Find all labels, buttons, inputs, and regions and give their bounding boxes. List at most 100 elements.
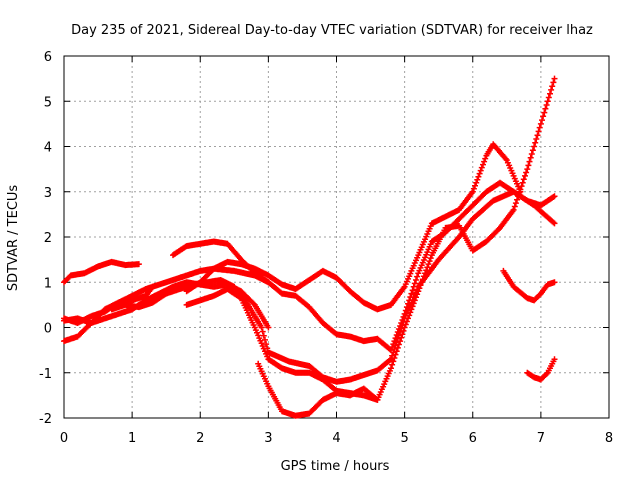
marker-trail — [512, 200, 519, 207]
data-point — [388, 347, 394, 354]
chart-title: Day 235 of 2021, Sidereal Day-to-day VTE… — [71, 23, 593, 38]
x-tick-label: 6 — [469, 431, 477, 446]
data-point — [401, 324, 408, 331]
series-10 — [500, 267, 558, 304]
x-tick-label: 4 — [332, 431, 340, 446]
marker-trail — [398, 320, 405, 326]
marker-trail — [424, 264, 431, 271]
marker-trail — [413, 277, 419, 283]
data-point — [388, 365, 394, 372]
data-point — [551, 75, 558, 82]
x-tick-label: 2 — [196, 431, 204, 446]
marker-trail — [426, 258, 433, 265]
marker-trail — [514, 196, 520, 203]
data-point — [258, 324, 265, 331]
marker-trail — [397, 323, 404, 329]
marker-trail — [534, 132, 541, 139]
marker-trail — [532, 139, 539, 146]
marker-trail — [411, 280, 418, 287]
marker-trail — [237, 294, 243, 301]
marker-trail — [390, 341, 397, 348]
marker-trail — [400, 327, 407, 334]
marker-trail — [477, 167, 484, 174]
marker-trail — [472, 182, 478, 189]
marker-trail — [541, 109, 548, 116]
marker-trail — [413, 294, 419, 301]
marker-trail — [540, 113, 547, 120]
marker-trail — [394, 329, 401, 335]
marker-trail — [403, 304, 410, 311]
y-tick-label: 1 — [44, 276, 52, 291]
marker-trail — [548, 86, 555, 93]
x-axis-label: GPS time / hours — [281, 459, 390, 474]
data-point — [401, 310, 408, 317]
series-1 — [61, 258, 142, 286]
data-point — [469, 188, 476, 195]
y-tick-label: 2 — [44, 231, 52, 246]
data-series — [61, 75, 558, 419]
marker-trail — [394, 344, 401, 351]
x-tick-label: 3 — [264, 431, 272, 446]
marker-trail — [416, 285, 423, 292]
marker-trail — [393, 332, 400, 338]
marker-trail — [400, 313, 407, 320]
marker-trail — [373, 396, 380, 402]
marker-trail — [397, 338, 404, 345]
marker-trail — [408, 290, 415, 297]
y-tick-label: 4 — [44, 141, 52, 156]
x-tick-label: 8 — [605, 431, 613, 446]
marker-trail — [529, 147, 536, 154]
marker-trail — [391, 355, 398, 361]
marker-trail — [406, 312, 413, 319]
marker-trail — [476, 170, 483, 177]
marker-trail — [533, 136, 540, 142]
data-point — [524, 166, 531, 173]
series-11 — [524, 356, 558, 383]
data-point — [551, 220, 558, 227]
data-point — [265, 324, 272, 331]
marker-trail — [420, 273, 427, 280]
marker-trail — [250, 300, 257, 307]
marker-trail — [402, 321, 409, 328]
series-9 — [255, 360, 381, 419]
marker-trail — [403, 318, 410, 325]
y-tick-label: 3 — [44, 186, 52, 201]
marker-trail — [407, 294, 414, 300]
marker-trail — [482, 155, 489, 162]
marker-trail — [407, 309, 414, 316]
marker-trail — [527, 154, 534, 161]
marker-trail — [474, 176, 481, 183]
marker-trail — [520, 176, 527, 183]
marker-trail — [515, 193, 522, 200]
marker-trail — [392, 335, 399, 342]
data-point — [551, 279, 558, 286]
marker-trail — [423, 267, 430, 274]
series-7 — [183, 141, 524, 313]
marker-trail — [425, 261, 432, 268]
marker-trail — [427, 255, 434, 262]
data-point — [135, 261, 142, 268]
marker-trail — [544, 98, 551, 105]
marker-trail — [473, 179, 480, 186]
marker-trail — [475, 173, 482, 180]
marker-trail — [547, 90, 553, 97]
marker-trail — [399, 331, 406, 338]
x-tick-label: 5 — [400, 431, 408, 446]
marker-trail — [550, 219, 557, 226]
marker-trail — [511, 203, 518, 210]
marker-trail — [550, 79, 557, 86]
data-point — [510, 206, 517, 213]
y-tick-label: -1 — [39, 367, 52, 382]
marker-trail — [422, 270, 429, 277]
y-tick-label: 5 — [44, 95, 52, 110]
marker-trail — [392, 351, 399, 358]
marker-trail — [549, 83, 556, 90]
y-axis-label: SDTVAR / TECUs — [6, 185, 21, 292]
marker-trail — [410, 283, 417, 290]
marker-trail — [480, 161, 486, 168]
data-point — [551, 193, 558, 200]
marker-trail — [526, 158, 533, 165]
marker-trail — [409, 303, 416, 310]
marker-trail — [543, 370, 550, 377]
marker-trail — [414, 273, 421, 280]
